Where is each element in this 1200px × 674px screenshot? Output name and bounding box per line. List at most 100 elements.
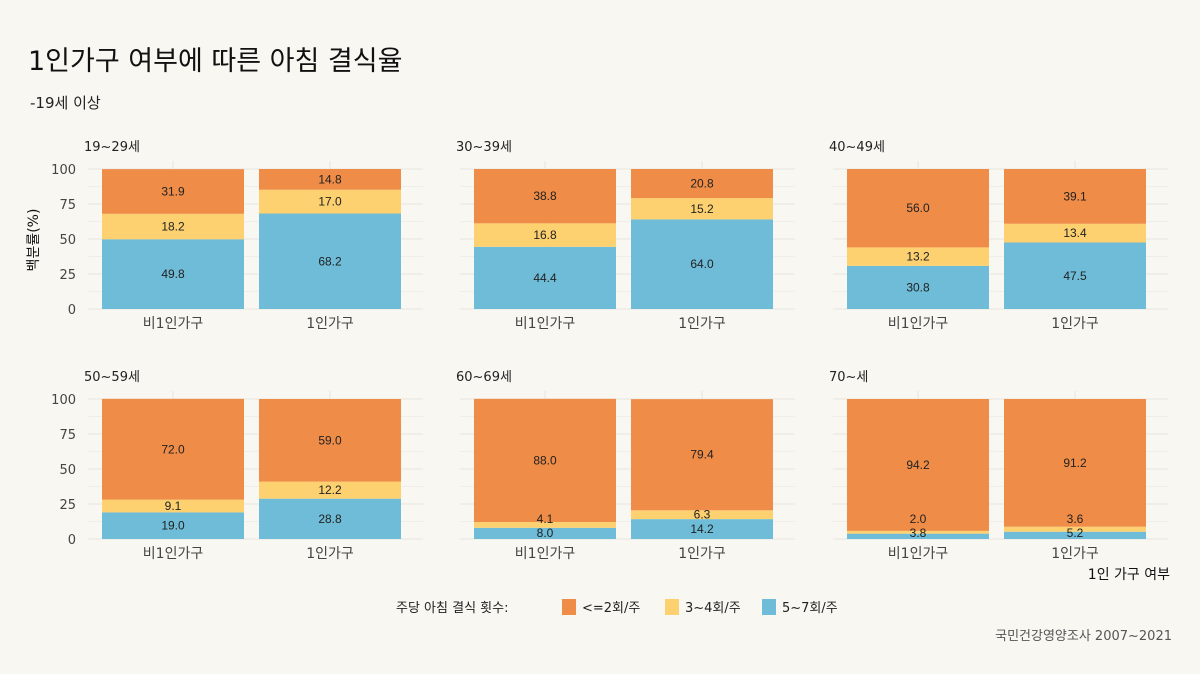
y-tick-label: 0 — [68, 303, 76, 318]
y-tick-label: 75 — [59, 198, 76, 213]
panel: 60~69세 8.04.1 88.0 비1인가구 14.26.3 79.4 1인가구 — [456, 370, 795, 562]
data-label: 49.8 — [161, 267, 185, 281]
data-label: 16.8 — [533, 228, 557, 242]
data-label: 12.2 — [318, 483, 342, 497]
bar-segment — [847, 533, 989, 539]
data-label: 15.2 — [690, 202, 714, 216]
data-label: 2.0 — [910, 512, 927, 526]
x-tick-label: 1인가구 — [678, 316, 726, 332]
panel-title: 19~29세 — [84, 140, 140, 155]
bar-segment — [259, 213, 401, 309]
data-label: 91.2 — [1063, 456, 1087, 470]
data-label: 72.0 — [161, 442, 185, 456]
bar-segment — [847, 169, 989, 248]
bar-segment — [631, 510, 773, 520]
data-label: 3.6 — [1067, 512, 1084, 526]
y-axis-label: 백분률(%) — [26, 209, 42, 272]
bar-segment — [474, 527, 616, 539]
panel: 70~세 3.82.0 94.2 비1인가구 5.23.6 91.2 1인가구 — [829, 370, 1168, 562]
panel-title: 30~39세 — [456, 140, 512, 155]
bar-segment — [474, 169, 616, 224]
bar-segment — [1004, 526, 1146, 532]
data-label: 3.8 — [910, 526, 927, 540]
legend-entry: <=2회/주 — [582, 601, 640, 616]
data-label: 28.8 — [318, 512, 342, 526]
data-label: 5.2 — [1067, 526, 1084, 540]
legend-swatch — [562, 599, 576, 615]
x-tick-label: 1인가구 — [306, 546, 354, 562]
panel-title: 40~49세 — [829, 140, 885, 155]
bar-segment — [1004, 242, 1146, 309]
data-label: 20.8 — [690, 177, 714, 191]
data-label: 59.0 — [318, 433, 342, 447]
y-tick-label: 100 — [51, 163, 76, 178]
data-label: 30.8 — [906, 280, 930, 294]
bar-segment — [1004, 531, 1146, 539]
caption: 국민건강영양조사 2007~2021 — [995, 629, 1172, 644]
x-tick-label: 비1인가구 — [143, 316, 204, 332]
legend-swatch — [665, 599, 679, 615]
data-label: 64.0 — [690, 257, 714, 271]
y-tick-label: 75 — [59, 428, 76, 443]
data-label: 94.2 — [906, 458, 930, 472]
panel-title: 60~69세 — [456, 370, 512, 385]
data-label: 13.4 — [1063, 226, 1087, 240]
data-label: 88.0 — [533, 453, 557, 467]
data-label: 18.2 — [161, 220, 185, 234]
chart-subtitle: -19세 이상 — [30, 94, 101, 112]
bar-segment — [1004, 399, 1146, 527]
bar-segment — [847, 399, 989, 531]
x-axis-label: 1인 가구 여부 — [1088, 567, 1170, 583]
y-tick-label: 25 — [59, 498, 76, 513]
data-label: 44.4 — [533, 271, 557, 285]
legend-swatch — [762, 599, 776, 615]
data-label: 6.3 — [694, 508, 711, 522]
data-label: 17.0 — [318, 195, 342, 209]
y-tick-label: 50 — [59, 463, 76, 478]
bar-segment — [102, 512, 244, 539]
panel-title: 70~세 — [829, 370, 868, 385]
data-label: 31.9 — [161, 184, 185, 198]
bar-segment — [474, 522, 616, 528]
chart-title: 1인가구 여부에 따른 아침 결식율 — [28, 46, 402, 77]
bar-segment — [631, 519, 773, 539]
x-tick-label: 비1인가구 — [888, 316, 949, 332]
bar-segment — [259, 399, 401, 482]
bar-segment — [847, 530, 989, 534]
bar-segment — [631, 399, 773, 511]
bar-segment — [1004, 169, 1146, 224]
x-tick-label: 비1인가구 — [888, 546, 949, 562]
data-label: 68.2 — [318, 254, 342, 268]
x-tick-label: 비1인가구 — [515, 546, 576, 562]
x-tick-label: 1인가구 — [306, 316, 354, 332]
bar-segment — [631, 219, 773, 309]
legend-entry: 5~7회/주 — [782, 601, 838, 616]
data-label: 56.0 — [906, 201, 930, 215]
data-label: 13.2 — [906, 250, 930, 264]
bar-segment — [102, 499, 244, 513]
bar-segment — [474, 223, 616, 247]
legend-title: 주당 아침 결식 횟수: — [396, 601, 508, 616]
bar-segment — [102, 213, 244, 240]
data-label: 8.0 — [537, 526, 554, 540]
y-tick-label: 25 — [59, 268, 76, 283]
legend: 주당 아침 결식 횟수: <=2회/주 3~4회/주 5~7회/주 — [396, 599, 838, 616]
data-label: 14.8 — [318, 172, 342, 186]
bar-segment — [631, 198, 773, 220]
data-label: 39.1 — [1063, 189, 1087, 203]
panel: 30~39세 44.4 16.8 38.8 비1인가구 64.0 15.2 20.8 1인가구 — [456, 140, 795, 332]
bar-segment — [631, 169, 773, 199]
data-label: 19.0 — [161, 519, 185, 533]
bar-segment — [102, 398, 244, 500]
panel: 40~49세 30.8 13.2 56.0 비1인가구 47.5 13.4 39.1 1인가구 — [829, 140, 1168, 332]
bar-segment — [259, 481, 401, 499]
data-label: 47.5 — [1063, 269, 1087, 283]
data-label: 79.4 — [690, 448, 714, 462]
bar-segment — [474, 398, 616, 523]
data-label: 9.1 — [165, 499, 182, 513]
x-tick-label: 비1인가구 — [515, 316, 576, 332]
bar-segment — [102, 169, 244, 214]
bar-segment — [1004, 223, 1146, 243]
data-label: 38.8 — [533, 189, 557, 203]
